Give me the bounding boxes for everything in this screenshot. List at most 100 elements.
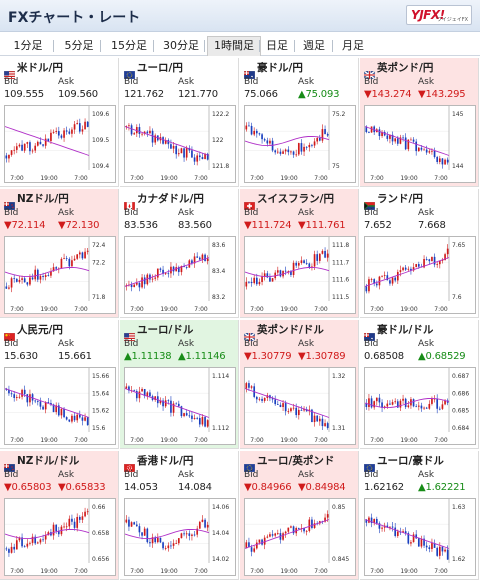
candle-body: [311, 409, 313, 423]
rate-card[interactable]: 香港ドル/円 Bid Ask 14.053 14.084 14.06 14.04 14.02 7…: [120, 451, 239, 580]
rate-card[interactable]: ユーロ/英ポンド Bid Ask ▼0.84966 ▼0.84984 0.85 0.845 7…: [240, 451, 359, 580]
chart-grid: [245, 106, 330, 170]
candlestick-chart[interactable]: 7.65 7.6 7:00 19:00 7:00: [364, 236, 476, 314]
candlestick-chart[interactable]: 83.6 83.4 83.2 7:00 19:00 7:00: [124, 236, 236, 314]
tab-1[interactable]: 1分足: [13, 39, 43, 52]
bid-value: 121.762: [124, 89, 164, 100]
x-tick-label: 7:00: [250, 568, 264, 575]
rate-card[interactable]: 人民元/円 Bid Ask 15.630 15.661 15.66 15.64 15.62 15…: [0, 320, 119, 449]
candle-body: [295, 154, 298, 156]
pair-name[interactable]: スイスフラン/円: [257, 193, 335, 205]
candle-body: [170, 144, 172, 149]
y-tick-label: 0.684: [452, 425, 469, 432]
candlestick-chart[interactable]: 109.6 109.5 109.4 7:00 19:00 7:00: [4, 105, 116, 183]
tab-7[interactable]: 週足: [303, 39, 325, 52]
rate-card[interactable]: NZドル/円 Bid Ask ▼72.114 ▼72.130 72.4 72.2 71.8 7:…: [0, 189, 119, 318]
x-tick-label: 7:00: [10, 437, 24, 444]
candlestick-chart[interactable]: 14.06 14.04 14.02 7:00 19:00 7:00: [124, 498, 236, 576]
rate-card[interactable]: 米ドル/円 Bid Ask 109.555 109.560 109.6 109.5 109.4…: [0, 58, 119, 187]
tab-3[interactable]: 15分足: [111, 39, 147, 52]
rate-card[interactable]: 英ポンド/円 Bid Ask ▼143.274 ▼143.295 145 144 7:00 19…: [360, 58, 479, 187]
pair-name[interactable]: 米ドル/円: [17, 62, 63, 74]
bid-label: Bid: [4, 470, 19, 480]
pair-name[interactable]: 豪ドル/ドル: [377, 324, 434, 336]
candle-body: [266, 273, 269, 278]
candle-body: [441, 404, 444, 409]
ask-label: Ask: [58, 470, 75, 480]
candle-body: [378, 129, 381, 137]
pair-name[interactable]: 英ポンド/ドル: [257, 324, 324, 336]
flag-icon: [3, 326, 16, 342]
rate-card[interactable]: ユーロ/豪ドル Bid Ask 1.62162 ▲1.62221 1.63 1.62 7:00…: [360, 451, 479, 580]
tab-4[interactable]: 30分足: [163, 39, 199, 52]
candle-body: [438, 158, 441, 162]
candlestick-chart[interactable]: 1.114 1.112 7:00 19:00 7:00: [124, 367, 236, 445]
candle-body: [428, 403, 431, 409]
candlestick-chart[interactable]: 0.66 0.658 0.656 7:00 19:00 7:00: [4, 498, 116, 576]
tab-divider: [259, 40, 260, 52]
candlestick-chart[interactable]: 1.63 1.62 7:00 19:00 7:00: [364, 498, 476, 576]
candlestick-chart[interactable]: 145 144 7:00 19:00 7:00: [364, 105, 476, 183]
rate-card[interactable]: 豪ドル/円 Bid Ask 75.066 ▲75.093 75.2 75 7:00 19:00 7…: [240, 58, 359, 187]
candle-body: [428, 547, 431, 549]
candlestick-chart[interactable]: 122.2 122 121.8 7:00 19:00 7:00: [124, 105, 236, 183]
yjfx-logo[interactable]: YJFX! ワイジェイFX: [406, 5, 472, 25]
pair-name[interactable]: ユーロ/豪ドル: [377, 455, 444, 467]
rate-card[interactable]: ユーロ/円 Bid Ask 121.762 121.770 122.2 122 121.8 7:…: [120, 58, 239, 187]
candle-body: [164, 273, 167, 275]
candle-body: [36, 401, 39, 403]
pair-name[interactable]: 人民元/円: [17, 324, 63, 336]
rate-card[interactable]: ユーロ/ドル Bid Ask ▲1.11138 ▲1.11146 1.114 1.112 7:…: [120, 320, 239, 449]
moving-average-line: [365, 519, 450, 549]
pair-name[interactable]: ランド/円: [377, 193, 423, 205]
tab-5[interactable]: 1時間足: [207, 36, 261, 56]
candle-body: [23, 278, 26, 283]
rate-card[interactable]: ランド/円 Bid Ask 7.652 7.668 7.65 7.6 7:00 19:00 7:0…: [360, 189, 479, 318]
rate-card[interactable]: スイスフラン/円 Bid Ask ▼111.724 ▼111.761 111.8 111.7…: [240, 189, 359, 318]
pair-name[interactable]: NZドル/円: [17, 193, 69, 205]
tab-8[interactable]: 月足: [342, 39, 364, 52]
candlestick-chart[interactable]: 1.32 1.31 7:00 19:00 7:00: [244, 367, 356, 445]
candlestick-chart[interactable]: 0.85 0.845 7:00 19:00 7:00: [244, 498, 356, 576]
chart-grid: [245, 499, 330, 563]
pair-name[interactable]: 豪ドル/円: [257, 62, 303, 74]
candle-body: [271, 398, 274, 400]
pair-name[interactable]: カナダドル/円: [137, 193, 204, 205]
candlestick-chart[interactable]: 0.687 0.686 0.685 0.684 7:00 19:00 7:00: [364, 367, 476, 445]
pair-name[interactable]: NZドル/ドル: [17, 455, 80, 467]
candlestick-chart[interactable]: 72.4 72.2 71.8 7:00 19:00 7:00: [4, 236, 116, 314]
candlestick-chart[interactable]: 15.66 15.64 15.62 15.6 7:00 19:00 7:00: [4, 367, 116, 445]
pair-name[interactable]: ユーロ/円: [137, 62, 183, 74]
candlestick-chart[interactable]: 75.2 75 7:00 19:00 7:00: [244, 105, 356, 183]
tab-6[interactable]: 日足: [266, 39, 288, 52]
rate-card[interactable]: カナダドル/円 Bid Ask 83.536 83.560 83.6 83.4 83.2 7:0…: [120, 189, 239, 318]
pair-name[interactable]: ユーロ/ドル: [137, 324, 194, 336]
candle-body: [423, 259, 425, 268]
pair-name[interactable]: 英ポンド/円: [377, 62, 434, 74]
candle-body: [300, 409, 303, 411]
candle-body: [39, 141, 42, 145]
candle-body: [133, 390, 136, 392]
candle-body: [151, 537, 154, 544]
rate-card[interactable]: 豪ドル/ドル Bid Ask 0.68508 ▲0.68529 0.687 0.686 0.6…: [360, 320, 479, 449]
pair-name[interactable]: 香港ドル/円: [137, 455, 194, 467]
candle-body: [269, 277, 271, 282]
bid-label: Bid: [4, 77, 19, 87]
candle-body: [326, 253, 329, 258]
candle-body: [269, 534, 271, 537]
candle-body: [290, 271, 292, 275]
x-tick-label: 7:00: [194, 306, 208, 313]
candle-body: [55, 267, 58, 269]
tab-2[interactable]: 5分足: [64, 39, 94, 52]
tab-divider: [100, 40, 101, 52]
rate-card[interactable]: NZドル/ドル Bid Ask ▼0.65803 ▼0.65833 0.66 0.658 0.…: [0, 451, 119, 580]
candle-body: [198, 521, 201, 529]
candlestick-chart[interactable]: 111.8 111.7 111.6 111.5 7:00 19:00 7:00: [244, 236, 356, 314]
candle-body: [57, 405, 60, 416]
candle-body: [13, 278, 16, 280]
bid-label: Bid: [244, 470, 259, 480]
pair-name[interactable]: ユーロ/英ポンド: [257, 455, 335, 467]
candle-body: [266, 140, 269, 144]
candle-body: [84, 251, 86, 259]
rate-card[interactable]: 英ポンド/ドル Bid Ask ▼1.30779 ▼1.30789 1.32 1.31 7:0…: [240, 320, 359, 449]
